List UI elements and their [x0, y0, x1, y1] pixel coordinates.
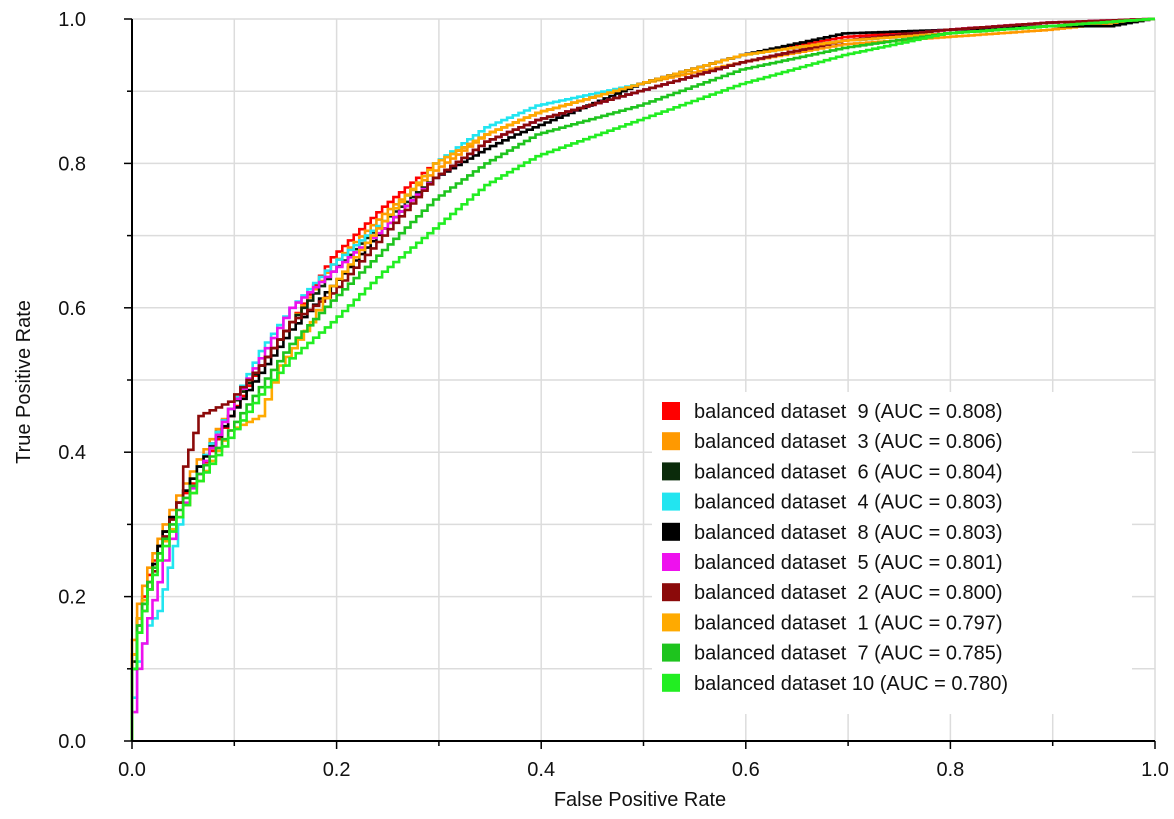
legend-swatch: [662, 613, 680, 632]
series-layer: [130, 17, 1155, 741]
legend-entry: balanced dataset 6 (AUC = 0.804): [694, 461, 1003, 483]
x-tick-label: 0.4: [527, 759, 555, 781]
axes: [124, 18, 1156, 749]
x-tick-label: 0.6: [732, 759, 760, 781]
x-axis-label: False Positive Rate: [554, 789, 726, 811]
legend-entry: balanced dataset 4 (AUC = 0.803): [694, 492, 1003, 514]
grid: [131, 18, 1156, 742]
roc-curve-series-7: [130, 17, 1155, 741]
legend-swatch: [662, 553, 680, 571]
legend-entry: balanced dataset 2 (AUC = 0.800): [694, 582, 1003, 604]
x-tick-label: 1.0: [1141, 759, 1169, 781]
legend: balanced dataset 9 (AUC = 0.808) balanced…: [652, 392, 1132, 714]
tick-labels: 0.0 0.2 0.4 0.6 0.8 1.0 0.0 0.2 0.4 0.6 0.8 1.0: [58, 9, 1169, 781]
x-tick-label: 0.2: [323, 759, 351, 781]
legend-swatch: [662, 643, 680, 662]
y-tick-label: 0.0: [58, 731, 86, 753]
legend-swatch: [662, 673, 680, 692]
y-tick-label: 0.8: [58, 153, 86, 175]
x-tick-label: 0.8: [936, 759, 964, 781]
legend-entry: balanced dataset 7 (AUC = 0.785): [694, 643, 1003, 665]
legend-entry: balanced dataset 10 (AUC = 0.780): [694, 673, 1008, 695]
y-tick-label: 0.4: [58, 442, 86, 464]
legend-swatch: [662, 432, 680, 451]
y-tick-label: 0.2: [58, 587, 86, 609]
legend-swatch: [662, 462, 680, 481]
legend-swatch: [662, 583, 680, 602]
x-tick-label: 0.0: [118, 759, 146, 781]
legend-entry: balanced dataset 8 (AUC = 0.803): [694, 522, 1003, 544]
y-tick-label: 1.0: [58, 9, 86, 31]
legend-entry: balanced dataset 9 (AUC = 0.808): [694, 401, 1003, 423]
legend-entry: balanced dataset 1 (AUC = 0.797): [694, 612, 1003, 634]
legend-swatch: [662, 492, 680, 511]
roc-curve-series-10: [130, 17, 1155, 741]
legend-entry: balanced dataset 5 (AUC = 0.801): [694, 552, 1003, 574]
y-tick-label: 0.6: [58, 298, 86, 320]
legend-swatch: [662, 522, 680, 541]
legend-swatch: [662, 402, 680, 420]
legend-box: [652, 392, 1132, 714]
legend-entry: balanced dataset 3 (AUC = 0.806): [694, 431, 1003, 453]
y-axis-label: True Positive Rate: [13, 300, 35, 464]
